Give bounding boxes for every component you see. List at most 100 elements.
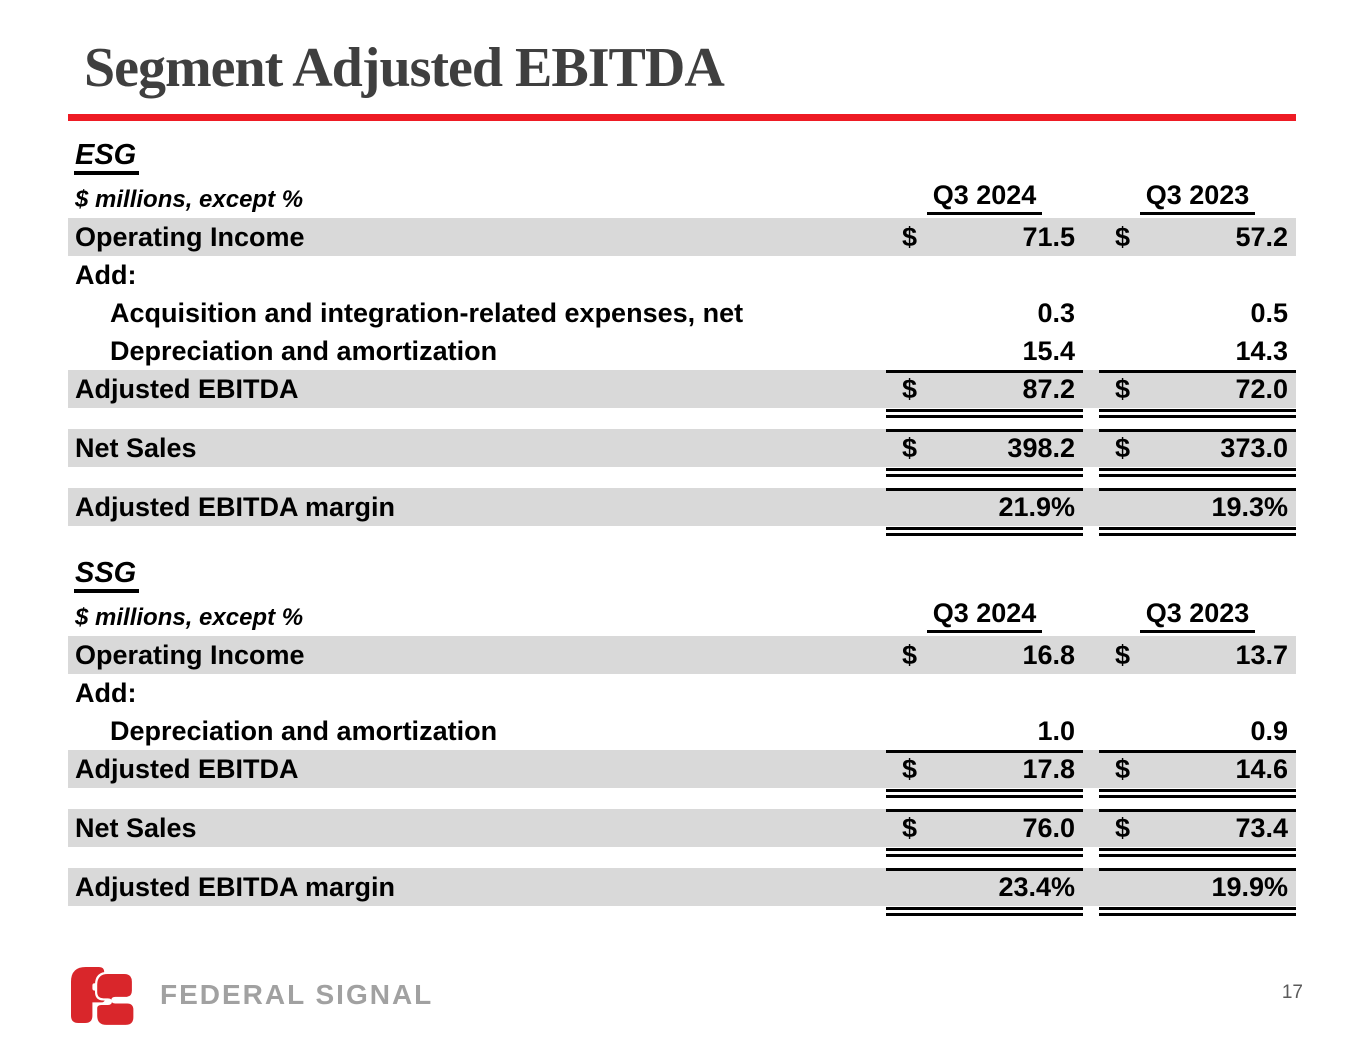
value: 73.4 bbox=[1235, 812, 1288, 843]
value-cell: 0.5 bbox=[1099, 294, 1296, 332]
table-row-add: Add: bbox=[68, 256, 1296, 294]
column-gap bbox=[1083, 218, 1099, 256]
column-gap bbox=[1083, 868, 1099, 906]
column-gap bbox=[1083, 370, 1099, 408]
value-cell: $ 373.0 bbox=[1099, 429, 1296, 477]
value-cell: $ 72.0 bbox=[1099, 370, 1296, 418]
section-heading-text: ESG bbox=[74, 140, 140, 176]
column-header-q3-2023: Q3 2023 bbox=[1099, 598, 1296, 636]
section-esg: ESG $ millions, except % Q3 2024 Q3 2023… bbox=[68, 140, 1296, 536]
table-row-net-sales: Net Sales $ 398.2 $ 373.0 bbox=[68, 429, 1296, 477]
table-row-operating-income: Operating Income $ 71.5 $ 57.2 bbox=[68, 218, 1296, 256]
federal-signal-logo: FEDERAL SIGNAL bbox=[64, 964, 433, 1026]
currency-symbol: $ bbox=[1115, 753, 1131, 784]
value: 19.9% bbox=[1211, 871, 1288, 902]
table-row-ebitda-margin: Adjusted EBITDA margin 23.4% 19.9% bbox=[68, 868, 1296, 916]
value-cell bbox=[886, 674, 1083, 712]
table-row-depreciation: Depreciation and amortization 15.4 14.3 bbox=[68, 332, 1296, 370]
row-label: Operating Income bbox=[75, 639, 305, 670]
value-cell: $ 13.7 bbox=[1099, 636, 1296, 674]
table-row-adjusted-ebitda: Adjusted EBITDA $ 17.8 $ 14.6 bbox=[68, 750, 1296, 798]
column-gap bbox=[1083, 176, 1099, 218]
column-gap bbox=[1083, 294, 1099, 332]
column-gap bbox=[1083, 674, 1099, 712]
column-gap bbox=[1083, 636, 1099, 674]
column-header-text: Q3 2023 bbox=[1139, 180, 1256, 215]
value-cell: $ 87.2 bbox=[886, 370, 1083, 418]
value-cell: 15.4 bbox=[886, 332, 1083, 370]
value-cell: 23.4% bbox=[886, 868, 1083, 916]
value-cell: 0.3 bbox=[886, 294, 1083, 332]
value: 76.0 bbox=[1022, 812, 1075, 843]
row-label: Add: bbox=[75, 259, 137, 290]
currency-symbol: $ bbox=[1115, 812, 1131, 843]
value: 21.9% bbox=[998, 491, 1075, 522]
value: 19.3% bbox=[1211, 491, 1288, 522]
column-gap bbox=[1083, 750, 1099, 788]
row-label: Depreciation and amortization bbox=[110, 715, 498, 746]
column-gap bbox=[1083, 429, 1099, 467]
value: 15.4 bbox=[1022, 335, 1075, 366]
currency-symbol: $ bbox=[902, 373, 918, 404]
currency-symbol: $ bbox=[1115, 639, 1131, 670]
value-cell: 19.9% bbox=[1099, 868, 1296, 916]
currency-symbol: $ bbox=[902, 432, 918, 463]
column-header-text: Q3 2024 bbox=[926, 598, 1043, 633]
value-cell: $ 71.5 bbox=[886, 218, 1083, 256]
column-header-text: Q3 2024 bbox=[926, 180, 1043, 215]
table-header-row: $ millions, except % Q3 2024 Q3 2023 bbox=[68, 594, 1296, 636]
value-cell: $ 57.2 bbox=[1099, 218, 1296, 256]
currency-symbol: $ bbox=[902, 639, 918, 670]
column-header-text: Q3 2023 bbox=[1139, 598, 1256, 633]
value: 57.2 bbox=[1235, 221, 1288, 252]
row-label: Add: bbox=[75, 677, 137, 708]
table-row-operating-income: Operating Income $ 16.8 $ 13.7 bbox=[68, 636, 1296, 674]
value-cell: $ 16.8 bbox=[886, 636, 1083, 674]
title-underline-rule bbox=[68, 114, 1296, 121]
value-cell: $ 73.4 bbox=[1099, 809, 1296, 857]
section-heading: SSG bbox=[68, 558, 1296, 594]
column-header-q3-2024: Q3 2024 bbox=[886, 180, 1083, 218]
value: 0.9 bbox=[1250, 715, 1288, 746]
value-cell: 19.3% bbox=[1099, 488, 1296, 536]
currency-symbol: $ bbox=[1115, 221, 1131, 252]
currency-symbol: $ bbox=[1115, 373, 1131, 404]
table-header-row: $ millions, except % Q3 2024 Q3 2023 bbox=[68, 176, 1296, 218]
value: 72.0 bbox=[1235, 373, 1288, 404]
page-number: 17 bbox=[1281, 982, 1303, 1003]
value-cell: 1.0 bbox=[886, 712, 1083, 750]
value: 1.0 bbox=[1037, 715, 1075, 746]
logo-brand-text: FEDERAL SIGNAL bbox=[160, 979, 434, 1010]
value: 17.8 bbox=[1022, 753, 1075, 784]
value: 23.4% bbox=[998, 871, 1075, 902]
row-label: Operating Income bbox=[75, 221, 305, 252]
value-cell: 14.3 bbox=[1099, 332, 1296, 370]
column-header-q3-2024: Q3 2024 bbox=[886, 598, 1083, 636]
column-header-q3-2023: Q3 2023 bbox=[1099, 180, 1296, 218]
currency-symbol: $ bbox=[1115, 432, 1131, 463]
table-row-net-sales: Net Sales $ 76.0 $ 73.4 bbox=[68, 809, 1296, 857]
value: 0.3 bbox=[1037, 297, 1075, 328]
units-label: $ millions, except % bbox=[75, 186, 304, 213]
value: 87.2 bbox=[1022, 373, 1075, 404]
row-label: Net Sales bbox=[75, 812, 197, 843]
fs-monogram-icon bbox=[71, 966, 136, 1026]
row-label: Net Sales bbox=[75, 432, 197, 463]
value: 16.8 bbox=[1022, 639, 1075, 670]
currency-symbol: $ bbox=[902, 753, 918, 784]
column-gap bbox=[1083, 256, 1099, 294]
row-label: Adjusted EBITDA bbox=[75, 753, 299, 784]
column-gap bbox=[1083, 594, 1099, 636]
section-heading: ESG bbox=[68, 140, 1296, 176]
value-cell bbox=[886, 256, 1083, 294]
row-label: Acquisition and integration-related expe… bbox=[110, 297, 744, 328]
value: 13.7 bbox=[1235, 639, 1288, 670]
value-cell: 21.9% bbox=[886, 488, 1083, 536]
row-label: Adjusted EBITDA margin bbox=[75, 871, 396, 902]
row-label: Adjusted EBITDA margin bbox=[75, 491, 396, 522]
value-cell: $ 398.2 bbox=[886, 429, 1083, 477]
value-cell: 0.9 bbox=[1099, 712, 1296, 750]
page-title: Segment Adjusted EBITDA bbox=[84, 37, 725, 99]
table-row-acquisition-expenses: Acquisition and integration-related expe… bbox=[68, 294, 1296, 332]
